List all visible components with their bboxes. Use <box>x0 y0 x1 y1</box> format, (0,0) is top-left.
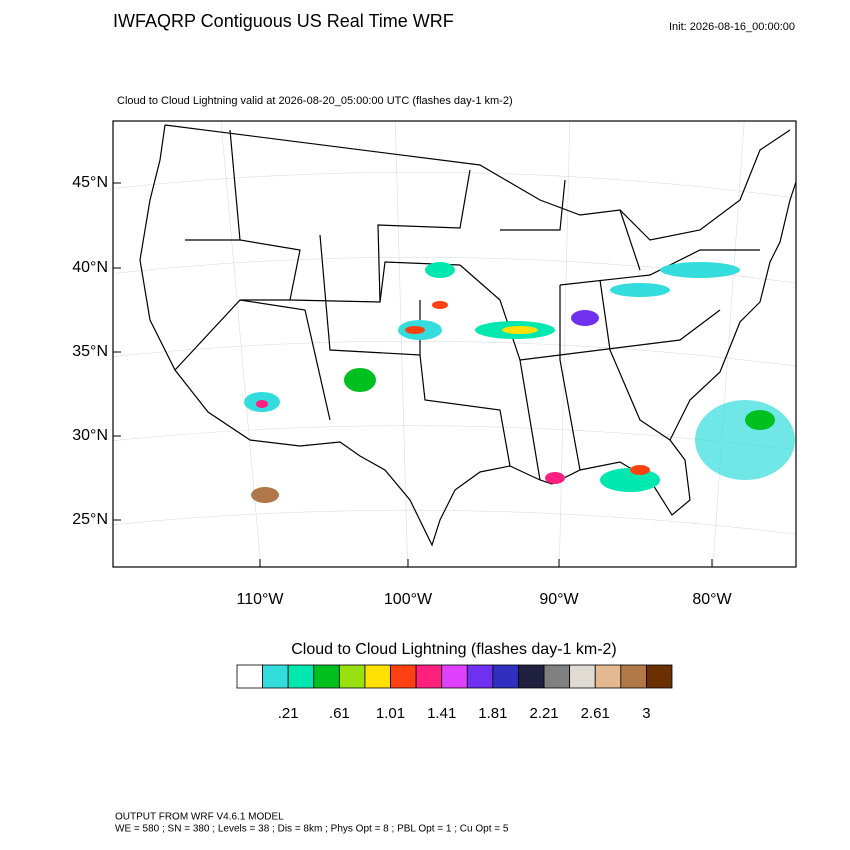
colorbar-box <box>364 664 391 689</box>
colorbar-box <box>313 664 340 689</box>
colorbar-box <box>236 664 263 689</box>
lat-label: 30°N <box>72 427 108 444</box>
title: IWFAQRP Contiguous US Real Time WRF <box>113 11 454 31</box>
colorbar-box <box>390 664 417 689</box>
colorbar-box <box>620 664 647 689</box>
colorbar-box <box>415 664 443 689</box>
colorbar-label: 3 <box>642 705 650 722</box>
lon-label: 100°W <box>384 591 433 608</box>
graticule <box>113 121 796 567</box>
colorbar-title: Cloud to Cloud Lightning (flashes day-1 … <box>291 641 617 658</box>
colorbar-label: 2.21 <box>529 705 558 722</box>
colorbar-label: 1.81 <box>478 705 507 722</box>
colorbar-box <box>543 664 571 689</box>
colorbar-label: 1.41 <box>427 705 456 722</box>
lon-label: 80°W <box>692 591 732 608</box>
colorbar-label: 2.61 <box>581 705 610 722</box>
axes: 45°N 40°N 35°N 30°N 25°N 110°W 100°W 90°W 80°W <box>72 174 732 608</box>
colorbar-label: .21 <box>278 705 299 722</box>
lon-label: 90°W <box>539 591 579 608</box>
lat-label: 35°N <box>72 343 108 360</box>
footer-line: OUTPUT FROM WRF V4.6.1 MODEL <box>115 812 284 823</box>
lightning-field <box>244 262 795 503</box>
colorbar-box <box>466 664 494 689</box>
colorbar-box <box>262 664 289 689</box>
colorbar-box <box>646 664 673 689</box>
init-time: Init: 2026-08-16_00:00:00 <box>669 21 795 33</box>
lat-label: 40°N <box>72 259 108 276</box>
colorbar-box <box>569 664 596 689</box>
map-frame <box>112 120 797 568</box>
border <box>164 124 791 241</box>
colorbar-box <box>518 664 545 689</box>
lon-label: 110°W <box>236 591 284 608</box>
colorbar-box <box>287 664 315 689</box>
lat-label: 45°N <box>72 174 108 191</box>
map-subtitle: Cloud to Cloud Lightning valid at 2026-0… <box>117 95 513 107</box>
footer-line: WE = 580 ; SN = 380 ; Levels = 38 ; Dis … <box>115 824 509 835</box>
colorbar-label: 1.01 <box>376 705 405 722</box>
colorbar-label: .61 <box>329 705 350 722</box>
coastline <box>139 124 796 547</box>
map <box>112 120 797 568</box>
lat-label: 25°N <box>72 511 108 528</box>
colorbar-box <box>338 664 366 689</box>
colorbar-box <box>441 664 468 689</box>
colorbar: .21 .61 1.01 1.41 1.81 2.21 2.61 3 <box>236 664 673 722</box>
colorbar-box <box>492 664 519 689</box>
colorbar-box <box>594 664 622 689</box>
state-lines <box>174 129 760 481</box>
